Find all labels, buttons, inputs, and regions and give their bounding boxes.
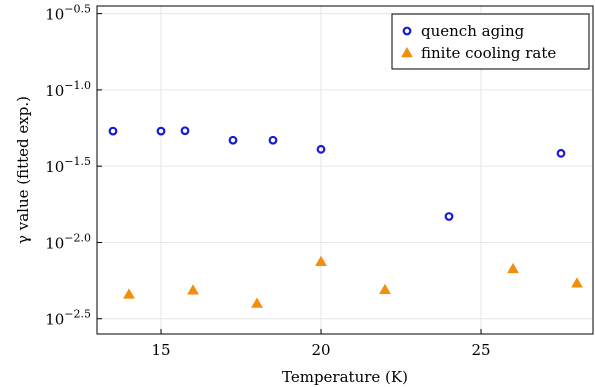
data-point — [316, 144, 326, 154]
x-tick-label: 15 — [151, 341, 170, 359]
data-marks — [108, 126, 583, 308]
data-point — [268, 135, 278, 145]
legend-entry: quench aging — [402, 22, 525, 40]
y-tick-label: 10−1.0 — [45, 79, 91, 100]
y-tick-label: 10−2.0 — [45, 231, 91, 252]
legend-label: quench aging — [421, 22, 525, 40]
y-tick-label: 10−1.5 — [45, 155, 91, 176]
data-point — [379, 283, 391, 294]
data-point — [156, 126, 166, 136]
legend-marker — [402, 26, 412, 36]
ticks: 15 20 25 10−2.5 10−2.0 10−1.5 10−1.0 10−0.5 — [45, 3, 490, 359]
data-point — [444, 212, 454, 221]
legend-entry: finite cooling rate — [401, 44, 556, 62]
data-point — [571, 277, 583, 288]
series-quench-aging — [108, 126, 566, 221]
x-tick-label: 25 — [471, 341, 490, 359]
plot-frame — [96, 5, 594, 335]
data-point — [180, 126, 190, 136]
data-point — [507, 262, 519, 274]
legend-entries: quench aging finite cooling rate — [401, 22, 556, 62]
legend-label: finite cooling rate — [421, 44, 556, 62]
data-point — [556, 148, 566, 158]
y-axis-label: γ value (fitted exp.) — [14, 96, 32, 244]
data-point — [108, 126, 118, 136]
y-tick-label: 10−0.5 — [45, 3, 91, 24]
data-point — [123, 288, 135, 299]
data-point — [315, 255, 327, 266]
legend: quench aging finite cooling rate — [391, 13, 590, 70]
series-finite-cooling-rate — [123, 255, 583, 308]
x-tick-label: 20 — [311, 341, 330, 359]
y-tick-label: 10−2.5 — [45, 308, 91, 329]
legend-box — [391, 13, 590, 70]
x-axis-label: Temperature (K) — [282, 368, 408, 386]
legend-marker — [401, 46, 413, 58]
data-point — [228, 135, 238, 145]
data-point — [251, 297, 263, 308]
data-point — [187, 284, 199, 295]
